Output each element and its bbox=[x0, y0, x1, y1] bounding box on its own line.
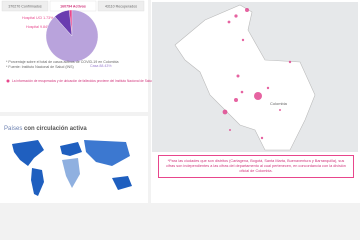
tab[interactable] bbox=[97, 0, 145, 12]
map-label: Colombia bbox=[270, 101, 288, 106]
dot bbox=[234, 98, 238, 102]
note: * Porcentaje sobre el total de casos act… bbox=[6, 60, 118, 64]
dashboard: 370270 Confirmados 160794 Activos 43110 Re… bbox=[0, 0, 360, 203]
dot bbox=[236, 74, 240, 78]
dot bbox=[234, 14, 238, 18]
asia bbox=[84, 140, 130, 166]
colombia bbox=[174, 4, 316, 151]
dot bbox=[241, 38, 245, 42]
slice-label: Hospital UCI 1.73% bbox=[22, 16, 54, 20]
slice-label: Hospital 9.84% bbox=[26, 25, 51, 29]
north-america bbox=[12, 140, 44, 166]
slice-value: 1.73% bbox=[43, 16, 54, 20]
slice-category: Hospital bbox=[26, 25, 39, 29]
note: * Fuente: Instituto Nacional de Salud (I… bbox=[6, 65, 74, 69]
dot bbox=[288, 60, 292, 64]
slice-category: Hospital UCI bbox=[22, 16, 42, 20]
title-plain: Países bbox=[4, 126, 22, 132]
tab-label[interactable]: 160794 Activos bbox=[60, 4, 86, 8]
slice-category: Casa bbox=[90, 64, 98, 68]
dot bbox=[266, 86, 270, 90]
dot bbox=[222, 109, 228, 115]
dot bbox=[279, 109, 281, 111]
tab[interactable] bbox=[1, 0, 49, 12]
tabs: 370270 Confirmados 160794 Activos 43110 Re… bbox=[1, 0, 145, 12]
caption: *Para las ciudades que son distritos (Ca… bbox=[158, 155, 354, 178]
countries-title: Países con circulación activa bbox=[4, 126, 87, 132]
slice-value: 88.43% bbox=[99, 64, 112, 68]
title-bold: con circulación activa bbox=[24, 126, 87, 132]
south-america bbox=[31, 168, 44, 196]
slice-value: 9.84% bbox=[40, 25, 51, 29]
alert-icon bbox=[6, 79, 10, 83]
dot bbox=[229, 129, 231, 131]
africa bbox=[62, 158, 80, 188]
tab-label[interactable]: 43110 Recuperados bbox=[105, 4, 137, 8]
dot bbox=[227, 20, 231, 24]
dot bbox=[240, 90, 244, 94]
city-dots bbox=[222, 8, 292, 140]
dot bbox=[245, 8, 249, 12]
pie: Hospital UCI 1.73% Hospital 9.84% Casa 88.… bbox=[22, 9, 112, 68]
page: 370270 Confirmados 160794 Activos 43110 Re… bbox=[0, 0, 360, 203]
tab-label[interactable]: 370270 Confirmados bbox=[8, 4, 42, 8]
world-map bbox=[12, 140, 132, 196]
dot bbox=[260, 136, 264, 140]
australia bbox=[112, 176, 132, 190]
dot bbox=[254, 92, 262, 100]
slice-label: Casa 88.43% bbox=[90, 64, 112, 68]
alert: La información de recuperados y de ubica… bbox=[12, 79, 184, 83]
europe bbox=[60, 142, 82, 156]
pie-slice bbox=[45, 9, 99, 63]
